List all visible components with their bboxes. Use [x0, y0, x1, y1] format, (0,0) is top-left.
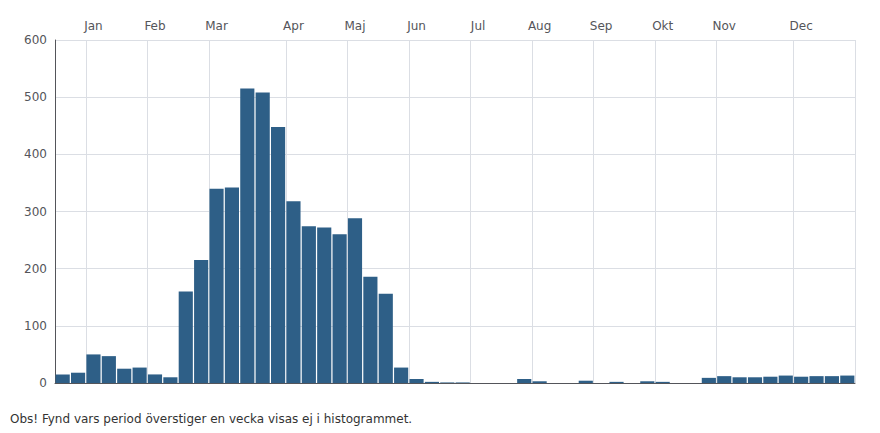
svg-text:Jul: Jul [470, 19, 485, 33]
svg-text:Jun: Jun [406, 19, 426, 33]
svg-text:100: 100 [24, 319, 47, 333]
svg-text:Okt: Okt [652, 19, 673, 33]
svg-text:Dec: Dec [790, 19, 813, 33]
svg-text:Jan: Jan [83, 19, 103, 33]
svg-text:400: 400 [24, 147, 47, 161]
svg-text:Mar: Mar [205, 19, 228, 33]
svg-text:Aug: Aug [528, 19, 551, 33]
svg-text:Apr: Apr [283, 19, 304, 33]
svg-text:Maj: Maj [344, 19, 365, 33]
svg-text:200: 200 [24, 262, 47, 276]
svg-text:Obs! Fynd vars period överstig: Obs! Fynd vars period överstiger en veck… [10, 412, 412, 426]
svg-text:600: 600 [24, 33, 47, 47]
svg-text:0: 0 [39, 376, 47, 390]
svg-text:Feb: Feb [144, 19, 165, 33]
svg-text:300: 300 [24, 205, 47, 219]
svg-text:Nov: Nov [713, 19, 736, 33]
svg-text:Sep: Sep [590, 19, 613, 33]
svg-text:500: 500 [24, 90, 47, 104]
